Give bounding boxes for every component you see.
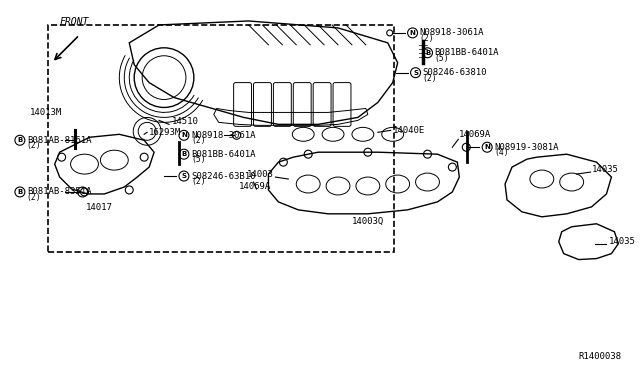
Text: 16293M: 16293M — [149, 128, 181, 137]
Text: B: B — [181, 151, 186, 157]
Text: 14003Q: 14003Q — [352, 217, 384, 226]
Text: N08919-3081A: N08919-3081A — [494, 143, 559, 152]
Text: (5): (5) — [435, 54, 449, 63]
Text: (2): (2) — [191, 136, 205, 145]
Text: B081BB-6401A: B081BB-6401A — [191, 150, 255, 159]
Text: 14069A: 14069A — [460, 130, 492, 139]
Text: (2): (2) — [422, 74, 437, 83]
Text: R1400038: R1400038 — [579, 352, 621, 361]
Text: B081AB-8351A: B081AB-8351A — [27, 187, 92, 196]
Text: 14040E: 14040E — [393, 126, 425, 135]
Text: B081AB-8161A: B081AB-8161A — [27, 136, 92, 145]
Text: (4): (4) — [494, 148, 509, 157]
Text: 14003: 14003 — [246, 170, 273, 179]
Text: N08918-3061A: N08918-3061A — [191, 131, 255, 140]
Text: (2): (2) — [27, 141, 42, 150]
Text: FRONT: FRONT — [60, 17, 89, 27]
Text: S08246-63B10: S08246-63B10 — [191, 171, 255, 180]
Bar — [48, 25, 394, 251]
Text: S: S — [181, 173, 186, 179]
Text: S08246-63810: S08246-63810 — [422, 68, 487, 77]
Text: N: N — [484, 144, 490, 150]
Text: 14510: 14510 — [172, 117, 199, 126]
Text: B: B — [425, 50, 430, 56]
Text: (2): (2) — [191, 177, 205, 186]
Text: N: N — [181, 132, 187, 138]
Text: B081BB-6401A: B081BB-6401A — [435, 48, 499, 57]
Text: 14013M: 14013M — [30, 108, 62, 117]
Text: (5): (5) — [191, 155, 205, 164]
Text: (2): (2) — [420, 34, 434, 43]
Text: 14035: 14035 — [591, 165, 618, 174]
Text: (2): (2) — [27, 193, 42, 202]
Text: B: B — [17, 189, 22, 195]
Text: B: B — [17, 137, 22, 143]
Text: 14035: 14035 — [609, 237, 636, 246]
Text: 14069A: 14069A — [239, 182, 271, 191]
Text: N: N — [410, 30, 415, 36]
Text: N08918-3061A: N08918-3061A — [420, 28, 484, 38]
Text: S: S — [413, 70, 418, 76]
Text: 14017: 14017 — [86, 203, 113, 212]
